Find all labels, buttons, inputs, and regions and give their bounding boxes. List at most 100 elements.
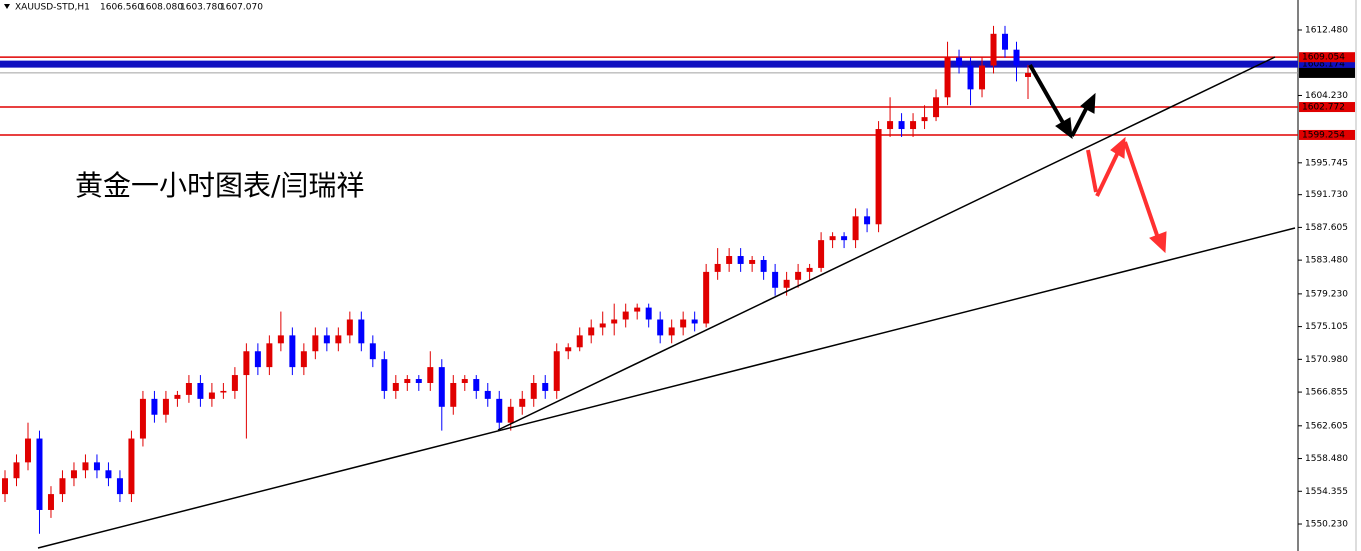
candle-body bbox=[542, 382, 549, 391]
candle-body bbox=[645, 307, 652, 320]
candle-body bbox=[818, 240, 825, 268]
candle-body bbox=[323, 335, 330, 344]
candle-body bbox=[59, 478, 66, 495]
candle-body bbox=[473, 379, 480, 391]
y-tick-label: 1612.480 bbox=[1305, 25, 1348, 35]
black-arrow bbox=[1028, 64, 1096, 140]
candle-body bbox=[381, 359, 388, 391]
candle-body bbox=[335, 335, 342, 344]
candle-body bbox=[312, 335, 319, 352]
candle-body bbox=[680, 319, 687, 328]
candle-body bbox=[760, 259, 767, 272]
header-value: 1607.070 bbox=[220, 3, 263, 13]
candle-body bbox=[415, 379, 422, 383]
level-label: 1607.070 bbox=[1302, 68, 1345, 78]
candle-body bbox=[2, 478, 8, 495]
arrow-stroke bbox=[1095, 147, 1122, 197]
candle-body bbox=[519, 398, 526, 407]
candle-body bbox=[13, 462, 20, 479]
candle-body bbox=[139, 398, 146, 439]
header-value: 1608.080 bbox=[140, 3, 183, 13]
candle-body bbox=[967, 65, 974, 90]
candle-body bbox=[243, 351, 250, 376]
levels bbox=[0, 56, 1298, 136]
arrow-head bbox=[1110, 136, 1126, 159]
candle-body bbox=[1025, 72, 1031, 77]
candle-body bbox=[392, 382, 399, 391]
y-tick-label: 1575.105 bbox=[1305, 322, 1348, 332]
candle-body bbox=[450, 382, 457, 407]
arrow-stroke bbox=[1123, 141, 1160, 239]
symbol: XAUUSD-STD,H1 bbox=[15, 3, 90, 13]
candle-body bbox=[933, 97, 940, 118]
candles bbox=[2, 25, 1031, 534]
y-tick-label: 1587.605 bbox=[1305, 223, 1348, 233]
candle-body bbox=[956, 57, 963, 66]
candle-body bbox=[599, 323, 606, 328]
candle-body bbox=[703, 271, 710, 324]
candle-body bbox=[208, 392, 215, 399]
candle-body bbox=[783, 279, 790, 288]
candle-body bbox=[82, 462, 89, 471]
candle-body bbox=[921, 117, 928, 122]
arrow-head bbox=[1055, 117, 1073, 140]
candle-body bbox=[841, 236, 848, 241]
candle-body bbox=[634, 307, 641, 312]
candle-body bbox=[1013, 49, 1020, 66]
candle-body bbox=[1002, 33, 1009, 50]
y-tick-label: 1562.605 bbox=[1305, 421, 1348, 431]
price-axis: 1612.480 1604.230 1595.745 1591.730 1587.605… bbox=[1298, 25, 1355, 530]
candle-body bbox=[346, 319, 353, 336]
candle-body bbox=[162, 398, 169, 415]
candle-body bbox=[772, 271, 779, 288]
candle-body bbox=[530, 382, 537, 399]
red-arrow bbox=[1086, 136, 1167, 254]
candle-body bbox=[576, 335, 583, 348]
y-tick-label: 1591.730 bbox=[1305, 190, 1348, 200]
candle-body bbox=[668, 327, 675, 336]
candle-body bbox=[898, 121, 905, 130]
candle-body bbox=[93, 462, 100, 471]
y-tick-label: 1604.230 bbox=[1305, 91, 1348, 101]
level-label: 1602.772 bbox=[1302, 103, 1345, 113]
y-tick-label: 1558.480 bbox=[1305, 454, 1348, 464]
arrow-head bbox=[1080, 92, 1096, 114]
candle-body bbox=[565, 347, 572, 352]
candle-body bbox=[128, 438, 135, 495]
level-label-box bbox=[1299, 129, 1355, 140]
y-tick-label: 1566.855 bbox=[1305, 388, 1348, 398]
candle-body bbox=[358, 319, 365, 344]
candle-body bbox=[266, 343, 273, 368]
candle-body bbox=[714, 263, 721, 272]
candle-body bbox=[105, 470, 112, 479]
candle-body bbox=[829, 236, 836, 241]
candle-body bbox=[737, 256, 744, 264]
candle-body bbox=[852, 216, 859, 241]
candle-body bbox=[36, 438, 43, 510]
candle-body bbox=[910, 121, 917, 130]
candle-body bbox=[277, 335, 284, 344]
level-label: 1608.174 bbox=[1302, 60, 1345, 70]
candle-body bbox=[47, 494, 54, 510]
candle-body bbox=[404, 379, 411, 383]
header: XAUUSD-STD,H1 1606.5601608.0801603.78016… bbox=[15, 3, 263, 13]
candle-body bbox=[806, 267, 813, 272]
header-value: 1603.780 bbox=[180, 3, 223, 13]
trend-line bbox=[37, 227, 1296, 549]
candle-body bbox=[231, 375, 238, 391]
arrow-head bbox=[1149, 231, 1167, 254]
candle-body bbox=[484, 390, 491, 399]
arrow-stroke bbox=[1028, 64, 1068, 129]
candle-body bbox=[553, 351, 560, 391]
candle-body bbox=[300, 351, 307, 368]
trend-line bbox=[497, 56, 1276, 431]
candle-body bbox=[979, 65, 986, 90]
candle-body bbox=[254, 351, 261, 368]
candle-body bbox=[427, 367, 434, 383]
level-label-box bbox=[1299, 59, 1355, 70]
y-tick-label: 1550.230 bbox=[1305, 520, 1348, 530]
candle-body bbox=[864, 216, 871, 225]
candle-body bbox=[795, 271, 802, 280]
y-tick-label: 1554.355 bbox=[1305, 487, 1348, 497]
